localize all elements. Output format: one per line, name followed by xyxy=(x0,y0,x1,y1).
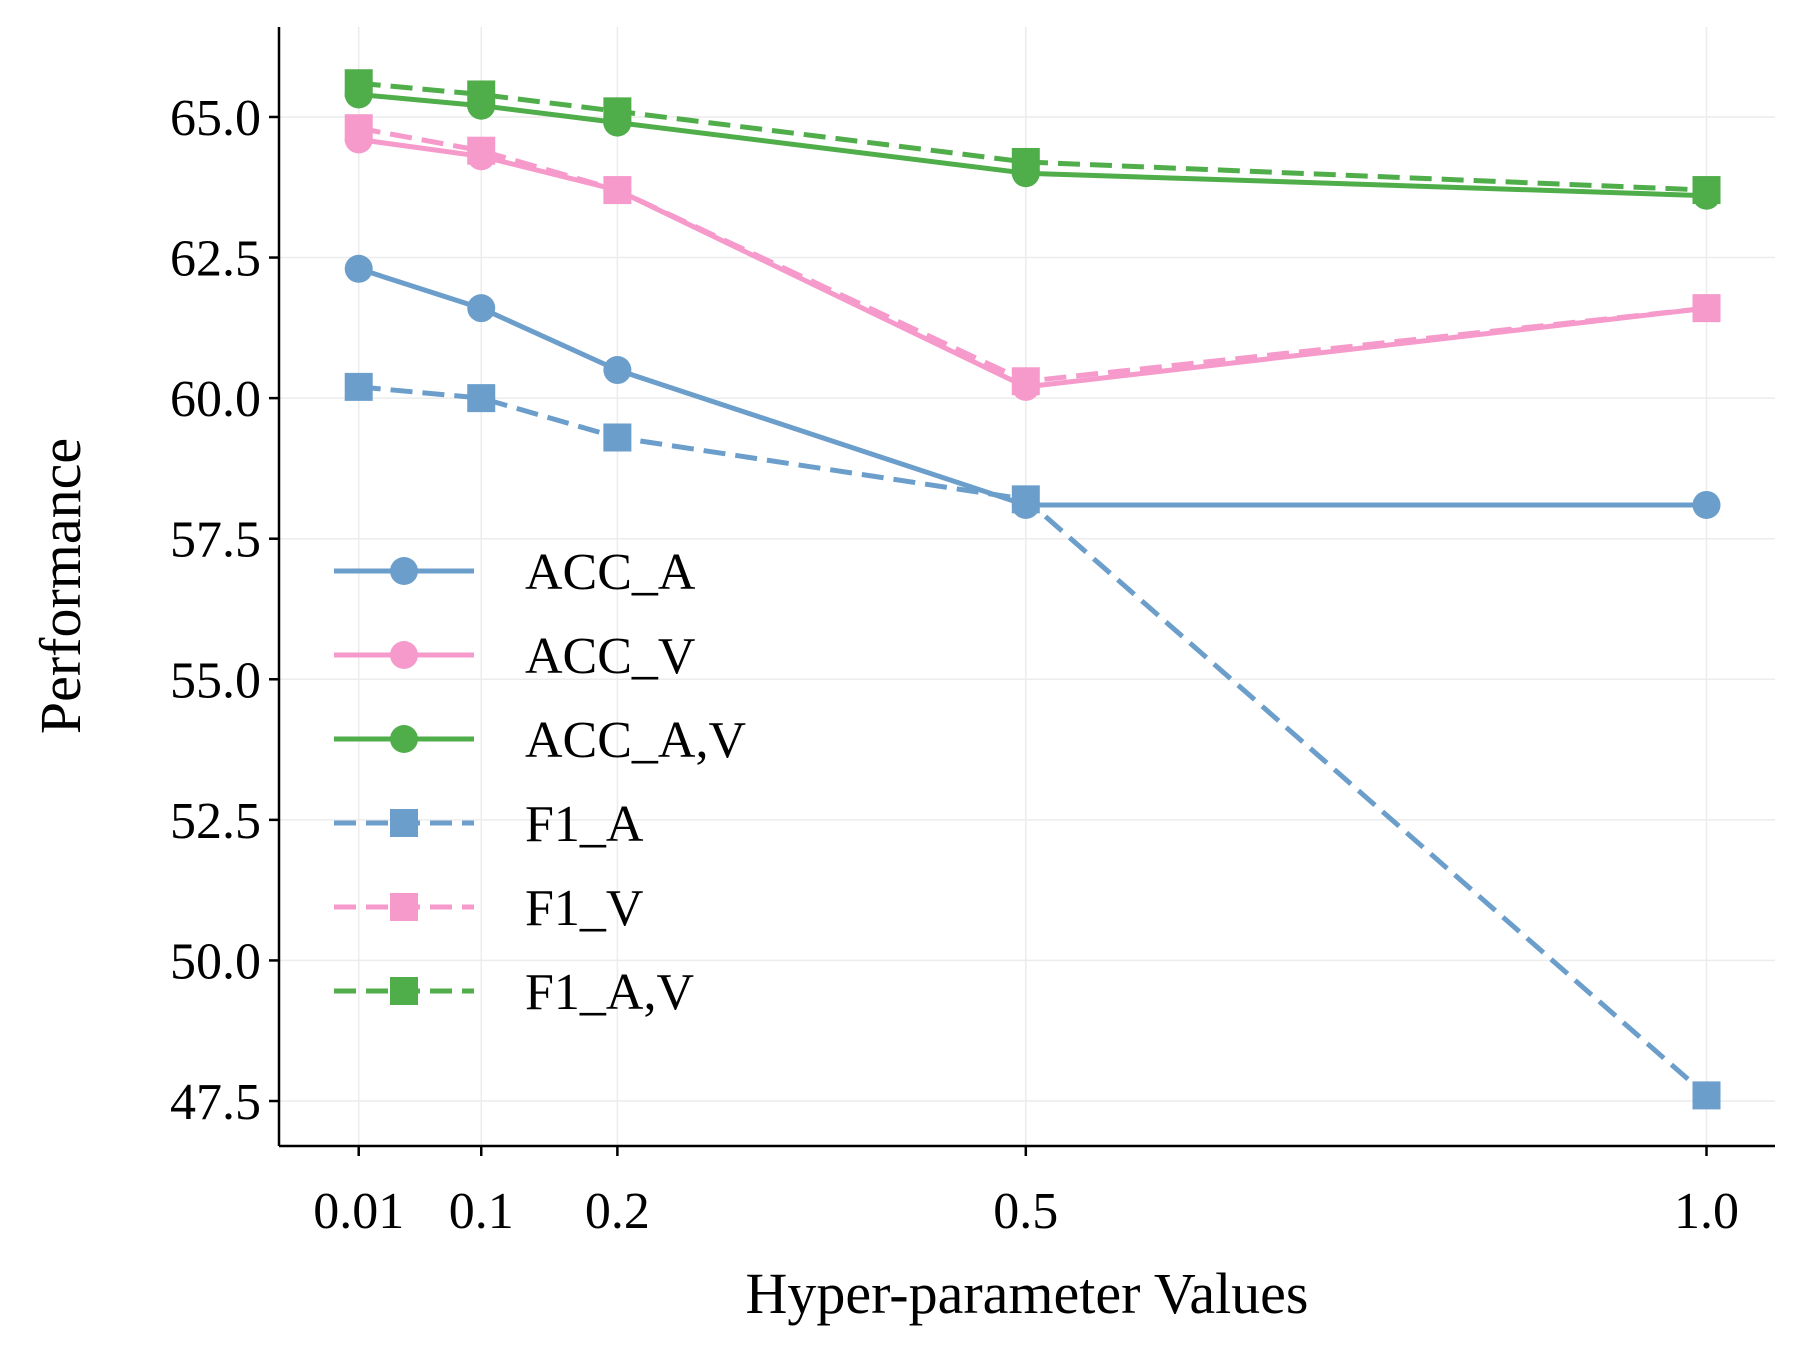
data-point xyxy=(1692,1081,1721,1110)
legend-marker xyxy=(390,725,418,753)
legend-item: F1_A,V xyxy=(334,964,694,1021)
legend-marker xyxy=(390,977,418,1005)
legend-item: ACC_V xyxy=(334,628,695,685)
x-axis-title: Hyper-parameter Values xyxy=(745,1261,1308,1326)
data-point xyxy=(603,97,632,126)
data-point xyxy=(1011,485,1040,514)
legend-label: ACC_V xyxy=(525,628,695,685)
y-axis-title: Performance xyxy=(28,438,93,734)
x-tick-label: 0.2 xyxy=(585,1183,650,1240)
data-point xyxy=(344,254,373,283)
legend-label: ACC_A,V xyxy=(525,712,746,769)
data-point xyxy=(344,114,373,143)
y-tick-label: 60.0 xyxy=(170,371,261,428)
data-point xyxy=(603,423,632,452)
y-tick-label: 52.5 xyxy=(170,793,261,850)
series-F1_V xyxy=(344,114,1721,396)
y-tick-label: 50.0 xyxy=(170,933,261,990)
x-tick-label: 0.5 xyxy=(993,1183,1058,1240)
legend-label: F1_A xyxy=(525,796,644,853)
series-F1_A xyxy=(344,372,1721,1110)
data-point xyxy=(467,136,496,165)
y-tick-label: 62.5 xyxy=(170,231,261,288)
legend-item: F1_V xyxy=(334,880,643,937)
y-tick-label: 55.0 xyxy=(170,652,261,709)
legend-marker xyxy=(390,893,418,921)
data-point xyxy=(1692,490,1721,519)
y-tick-label: 57.5 xyxy=(170,512,261,569)
data-point xyxy=(603,356,632,385)
legend-label: ACC_A xyxy=(525,544,696,601)
data-point xyxy=(1692,176,1721,205)
grid xyxy=(279,27,1775,1146)
legend: ACC_A ACC_V ACC_A,V F1_A F1_V F1_A,V xyxy=(334,544,746,1021)
y-tick-label: 65.0 xyxy=(170,90,261,147)
x-tick-label: 0.01 xyxy=(313,1183,404,1240)
data-point xyxy=(467,294,496,323)
y-tick-label: 47.5 xyxy=(170,1074,261,1131)
legend-label: F1_V xyxy=(525,880,643,937)
series-F1_A,V xyxy=(344,69,1721,205)
data-point xyxy=(467,80,496,109)
x-tick-label: 1.0 xyxy=(1674,1183,1739,1240)
legend-item: ACC_A xyxy=(334,544,696,601)
data-point xyxy=(467,384,496,413)
ticks: 47.5 50.0 52.5 55.0 57.5 60.0 62.5 65.0 0.01 0.1 0… xyxy=(170,90,1739,1240)
legend-label: F1_A,V xyxy=(525,964,694,1021)
legend-marker xyxy=(390,641,418,669)
data-point xyxy=(603,176,632,205)
axes xyxy=(277,27,1775,1148)
data-point xyxy=(1011,147,1040,176)
data-point xyxy=(1692,294,1721,323)
legend-item: F1_A xyxy=(334,796,644,853)
data-point xyxy=(344,372,373,401)
data-point xyxy=(344,69,373,98)
legend-marker xyxy=(390,557,418,585)
series-lines xyxy=(344,69,1721,1110)
legend-marker xyxy=(390,809,418,837)
series-ACC_A,V xyxy=(344,80,1721,210)
legend-item: ACC_A,V xyxy=(334,712,746,769)
data-point xyxy=(1011,367,1040,396)
x-tick-label: 0.1 xyxy=(449,1183,514,1240)
